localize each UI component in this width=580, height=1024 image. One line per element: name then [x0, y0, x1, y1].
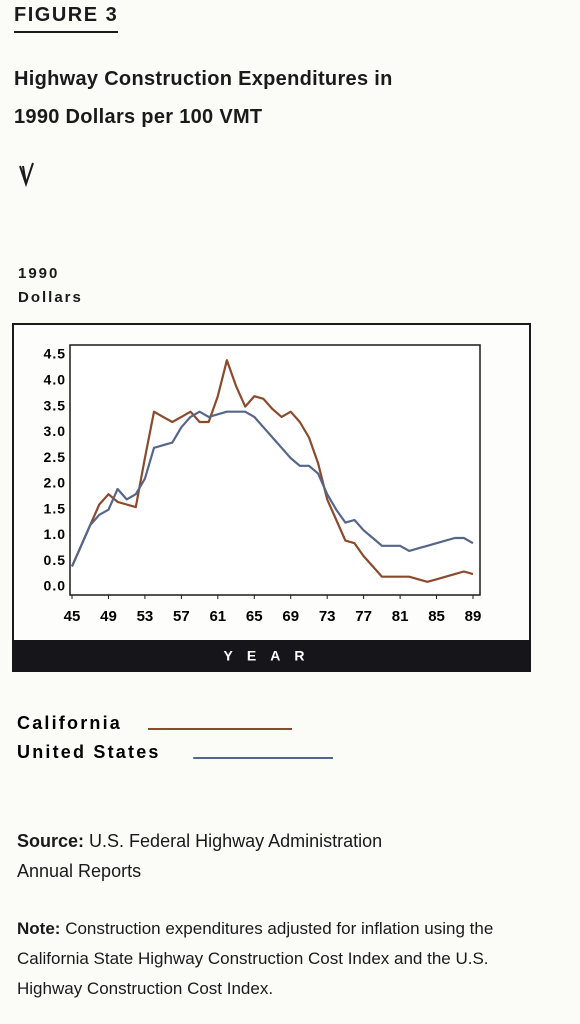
- y-tick-label: 0.0: [44, 578, 66, 594]
- x-tick-label: 61: [209, 608, 226, 625]
- x-tick-label: 73: [319, 608, 336, 625]
- x-tick-label: 57: [173, 608, 190, 625]
- y-tick-label: 1.0: [44, 526, 66, 542]
- x-tick-label: 65: [246, 608, 263, 625]
- y-axis-label: 1990 Dollars: [18, 265, 83, 306]
- y-tick-label: 3.5: [44, 397, 66, 413]
- x-tick-label: 89: [465, 608, 482, 625]
- x-tick-label: 45: [64, 608, 81, 625]
- source-text: U.S. Federal Highway Administration Annu…: [17, 831, 383, 881]
- x-tick-label: 69: [282, 608, 299, 625]
- y-tick-label: 2.5: [44, 449, 66, 465]
- y-tick-label: 3.0: [44, 423, 66, 439]
- plot-area: [69, 344, 481, 596]
- x-tick-label: 85: [428, 608, 445, 625]
- chart-title: Highway Construction Expenditures in 199…: [14, 68, 393, 128]
- y-tick-label: 4.0: [44, 371, 66, 387]
- x-axis-label: YEAR: [224, 648, 319, 664]
- chart: YEAR 0.0 0.5 1.0 1.5 2.0 2.5 3.0 3.5 4.0 4.5 45 49 5…: [12, 162, 531, 762]
- note-label: Note:: [17, 919, 61, 938]
- legend-label: United States: [17, 742, 161, 762]
- y-tick-label: 0.5: [44, 552, 66, 568]
- arrow-icon: [19, 162, 34, 188]
- x-tick-label: 53: [137, 608, 154, 625]
- source: Source: U.S. Federal Highway Administrat…: [17, 826, 437, 886]
- note: Note: Construction expenditures adjusted…: [17, 914, 512, 1004]
- y-tick-label: 1.5: [44, 500, 66, 516]
- figure-label: FIGURE 3: [14, 4, 119, 33]
- x-tick-label: 77: [355, 608, 372, 625]
- note-text: Construction expenditures adjusted for i…: [17, 919, 494, 998]
- source-label: Source:: [17, 831, 85, 851]
- y-tick-label: 2.0: [44, 475, 66, 491]
- x-axis-bar: [12, 640, 531, 672]
- y-tick-label: 4.5: [44, 346, 66, 362]
- x-tick-label: 49: [100, 608, 117, 625]
- x-tick-label: 81: [392, 608, 409, 625]
- series-line: [70, 410, 474, 567]
- legend-label: California: [17, 713, 122, 733]
